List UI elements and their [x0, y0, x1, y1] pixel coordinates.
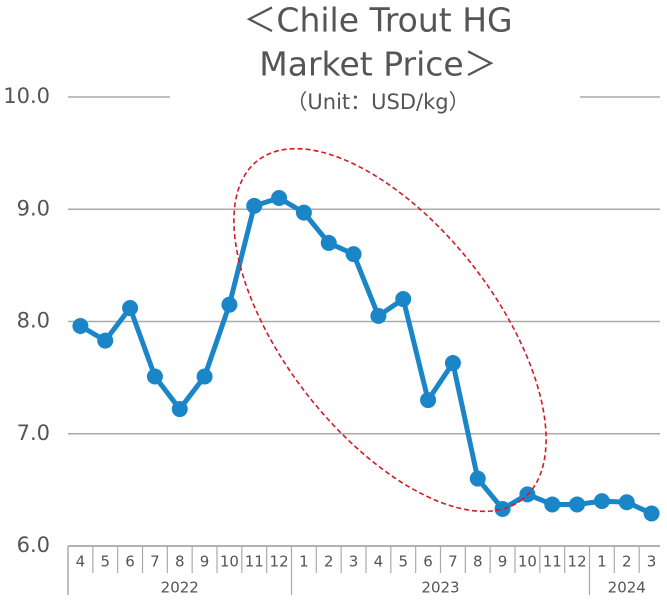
title-backdrop — [170, 85, 580, 115]
x-tick-label: 8 — [175, 553, 185, 571]
x-tick-label: 6 — [125, 553, 135, 571]
data-point — [370, 307, 387, 324]
x-tick-label: 1 — [299, 553, 309, 571]
x-tick-label: 7 — [150, 553, 160, 571]
x-tick-label: 11 — [245, 553, 264, 571]
data-point — [295, 204, 312, 221]
data-point — [72, 317, 89, 334]
data-point — [593, 493, 610, 510]
data-point — [122, 300, 139, 317]
data-point — [171, 401, 188, 418]
chart-subtitle: （Unit：USD/kg） — [286, 90, 469, 114]
series-line — [79, 195, 653, 516]
data-point — [569, 496, 586, 513]
year-label: 2023 — [421, 579, 459, 597]
year-label: 2024 — [608, 579, 646, 597]
chart-title: Market Price＞ — [259, 45, 496, 84]
data-point — [544, 496, 561, 513]
x-tick-label: 7 — [448, 553, 458, 571]
x-tick-label: 4 — [374, 553, 384, 571]
data-point — [221, 296, 238, 313]
data-point — [494, 500, 511, 517]
data-point — [97, 332, 114, 349]
x-tick-label: 5 — [100, 553, 110, 571]
x-tick-label: 5 — [398, 553, 408, 571]
data-point — [196, 368, 213, 385]
x-tick-label: 3 — [647, 553, 657, 571]
data-point — [320, 234, 337, 251]
x-tick-label: 12 — [270, 553, 289, 571]
data-point — [618, 494, 635, 511]
data-point — [643, 505, 660, 522]
highlight-ellipse — [233, 147, 547, 513]
x-tick-label: 2 — [622, 553, 632, 571]
data-point — [271, 190, 288, 207]
y-tick-label: 6.0 — [17, 533, 50, 557]
x-tick-label: 1 — [597, 553, 607, 571]
x-tick-label: 9 — [200, 553, 210, 571]
y-tick-label: 8.0 — [17, 309, 50, 333]
x-tick-label: 10 — [220, 553, 239, 571]
x-tick-label: 8 — [473, 553, 483, 571]
chart-title: ＜Chile Trout HG — [243, 1, 512, 40]
x-tick-label: 2 — [324, 553, 334, 571]
year-label: 2022 — [161, 579, 199, 597]
data-point — [395, 291, 412, 308]
y-tick-label: 7.0 — [17, 421, 50, 445]
data-point — [345, 246, 362, 263]
data-point — [444, 355, 461, 372]
x-tick-label: 12 — [568, 553, 587, 571]
x-tick-label: 3 — [349, 553, 359, 571]
x-tick-label: 10 — [518, 553, 537, 571]
data-point — [420, 392, 437, 409]
x-tick-label: 4 — [76, 553, 86, 571]
data-point — [469, 470, 486, 487]
data-point — [146, 368, 163, 385]
x-tick-label: 9 — [498, 553, 508, 571]
x-tick-label: 11 — [543, 553, 562, 571]
y-tick-label: 10.0 — [3, 84, 50, 108]
x-tick-label: 6 — [423, 553, 433, 571]
y-tick-label: 9.0 — [17, 196, 50, 220]
data-point — [246, 197, 263, 214]
